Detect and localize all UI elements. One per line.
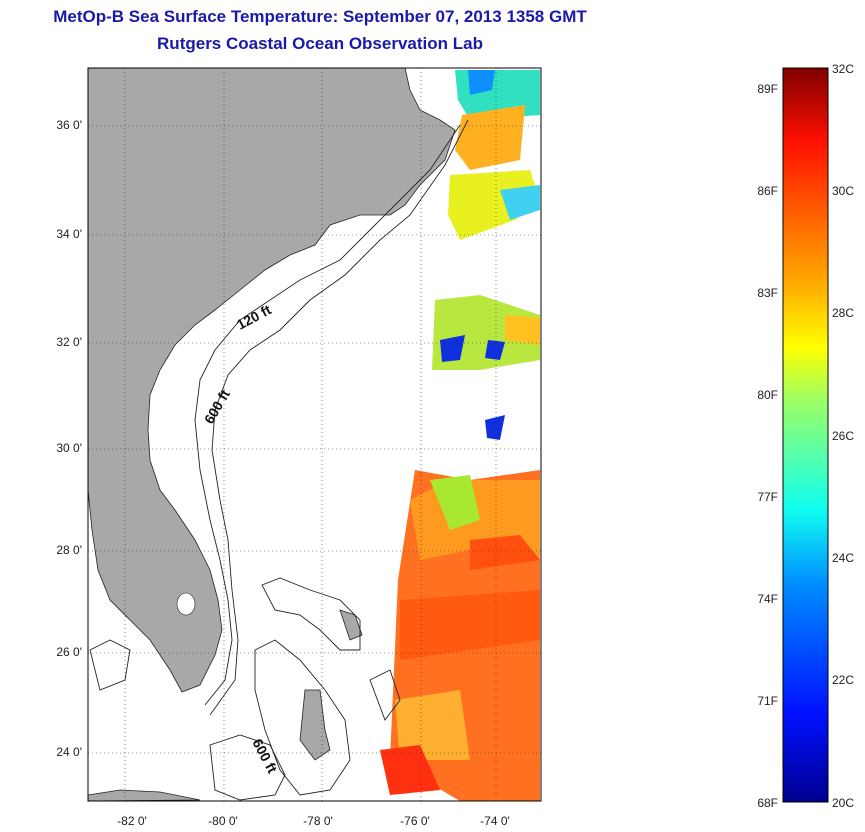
colorbar-label-26c: 26C (832, 429, 855, 443)
isobath-contours (89, 119, 469, 801)
lat-label-30: 30 0' (56, 441, 82, 455)
colorbar-label-77f: 77F (757, 490, 778, 504)
lat-label-24: 24 0' (56, 745, 82, 759)
colorbar-label-32c: 32C (832, 62, 855, 76)
colorbar-label-30c: 30C (832, 184, 855, 198)
lon-label-74: -74 0' (480, 814, 510, 828)
sst-data-layer (380, 70, 540, 801)
colorbar-label-71f: 71F (757, 694, 778, 708)
lat-label-32: 32 0' (56, 335, 82, 349)
colorbar-label-22c: 22C (832, 673, 855, 687)
lon-label-82: -82 0' (117, 814, 147, 828)
lon-label-76: -76 0' (400, 814, 430, 828)
colorbar-label-20c: 20C (832, 796, 855, 810)
colorbar-label-89f: 89F (757, 82, 778, 96)
land-layer (88, 68, 456, 801)
lat-label-36: 36 0' (56, 118, 82, 132)
colorbar-label-83f: 83F (757, 286, 778, 300)
colorbar (782, 67, 829, 803)
lat-label-28: 28 0' (56, 543, 82, 557)
lat-label-34: 34 0' (56, 227, 82, 241)
map-title: MetOp-B Sea Surface Temperature: Septemb… (53, 7, 587, 26)
colorbar-label-28c: 28C (832, 306, 855, 320)
colorbar-label-80f: 80F (757, 388, 778, 402)
colorbar-label-68f: 68F (757, 796, 778, 810)
map-frame (87, 67, 542, 802)
colorbar-label-74f: 74F (757, 592, 778, 606)
colorbar-label-86f: 86F (757, 184, 778, 198)
lat-label-26: 26 0' (56, 645, 82, 659)
lon-label-80: -80 0' (208, 814, 238, 828)
map-subtitle: Rutgers Coastal Ocean Observation Lab (157, 34, 483, 53)
lon-label-78: -78 0' (303, 814, 333, 828)
colorbar-label-24c: 24C (832, 551, 855, 565)
